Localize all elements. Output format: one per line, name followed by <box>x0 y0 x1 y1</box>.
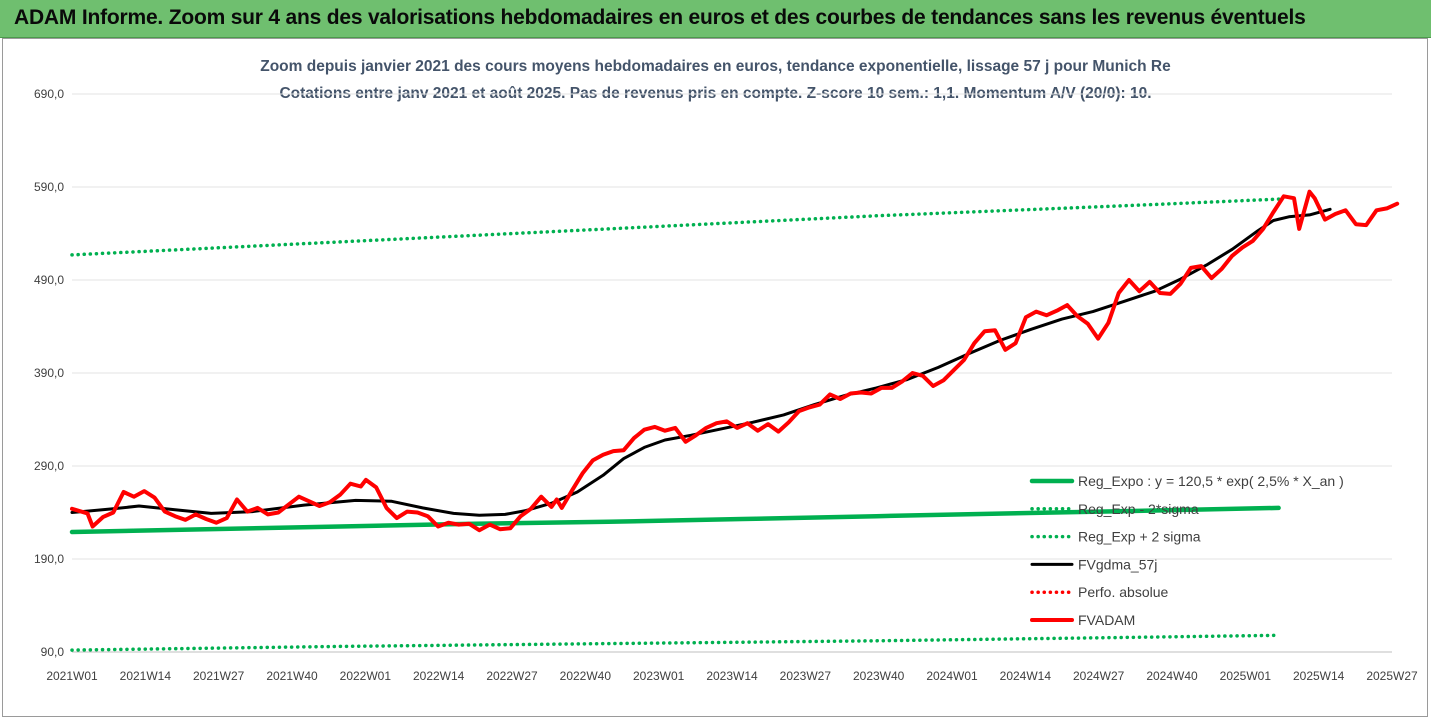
chart-frame <box>2 38 1428 717</box>
y-tick-label: 190,0 <box>34 552 64 566</box>
x-tick-label: 2025W01 <box>1220 669 1272 683</box>
report-banner-title: ADAM Informe. Zoom sur 4 ans des valoris… <box>14 6 1306 29</box>
y-tick-label: 490,0 <box>34 273 64 287</box>
legend-label: FVADAM <box>1078 612 1135 628</box>
chart-title: Zoom depuis janvier 2021 des cours moyen… <box>260 58 1171 75</box>
series-line-2 <box>70 633 1281 652</box>
x-tick-label: 2021W40 <box>266 669 318 683</box>
x-tick-label: 2023W27 <box>780 669 832 683</box>
y-axis: 90,0 190,0 290,0 390,0 490,0 590,0 690,0 <box>34 87 64 659</box>
x-tick-label: 2021W14 <box>120 669 172 683</box>
x-tick-label: 2023W40 <box>853 669 905 683</box>
x-tick-label: 2024W40 <box>1146 669 1198 683</box>
x-tick-label: 2021W27 <box>193 669 245 683</box>
x-tick-label: 2022W01 <box>340 669 392 683</box>
report-banner: ADAM Informe. Zoom sur 4 ans des valoris… <box>0 0 1431 38</box>
y-tick-label: 290,0 <box>34 459 64 473</box>
legend-label: Reg_Expo : y = 120,5 * exp( 2,5% * X_an … <box>1078 473 1344 489</box>
y-tick-label: 690,0 <box>34 87 64 101</box>
series-line-6 <box>70 189 1400 533</box>
x-tick-label: 2022W40 <box>560 669 612 683</box>
x-tick-label: 2021W01 <box>46 669 98 683</box>
y-tick-label: 390,0 <box>34 366 64 380</box>
x-tick-label: 2025W27 <box>1366 669 1418 683</box>
x-tick-label: 2024W27 <box>1073 669 1125 683</box>
x-tick-label: 2025W14 <box>1293 669 1345 683</box>
y-tick-label: 90,0 <box>41 645 65 659</box>
series-line-1 <box>69 505 1281 535</box>
chart-legend: Reg_Expo : y = 120,5 * exp( 2,5% * X_an … <box>1029 473 1344 628</box>
legend-label: Reg_Exp - 2*sigma <box>1078 501 1199 517</box>
x-tick-label: 2022W14 <box>413 669 465 683</box>
x-tick-label: 2024W14 <box>1000 669 1052 683</box>
series-line-3 <box>70 197 1281 257</box>
series-line-4 <box>70 207 1332 517</box>
chart-gridlines <box>72 93 1392 653</box>
x-tick-label: 2023W14 <box>706 669 758 683</box>
x-tick-label: 2023W01 <box>633 669 685 683</box>
x-axis: 2021W01 2021W14 2021W27 2021W40 2022W01 2022W… <box>46 669 1418 683</box>
x-tick-label: 2022W27 <box>486 669 538 683</box>
chart-series <box>69 189 1400 652</box>
legend-label: Perfo. absolue <box>1078 584 1168 600</box>
legend-label: Reg_Exp + 2 sigma <box>1078 529 1201 545</box>
y-tick-label: 590,0 <box>34 180 64 194</box>
x-tick-label: 2024W01 <box>926 669 978 683</box>
legend-label: FVgdma_57j <box>1078 556 1157 572</box>
